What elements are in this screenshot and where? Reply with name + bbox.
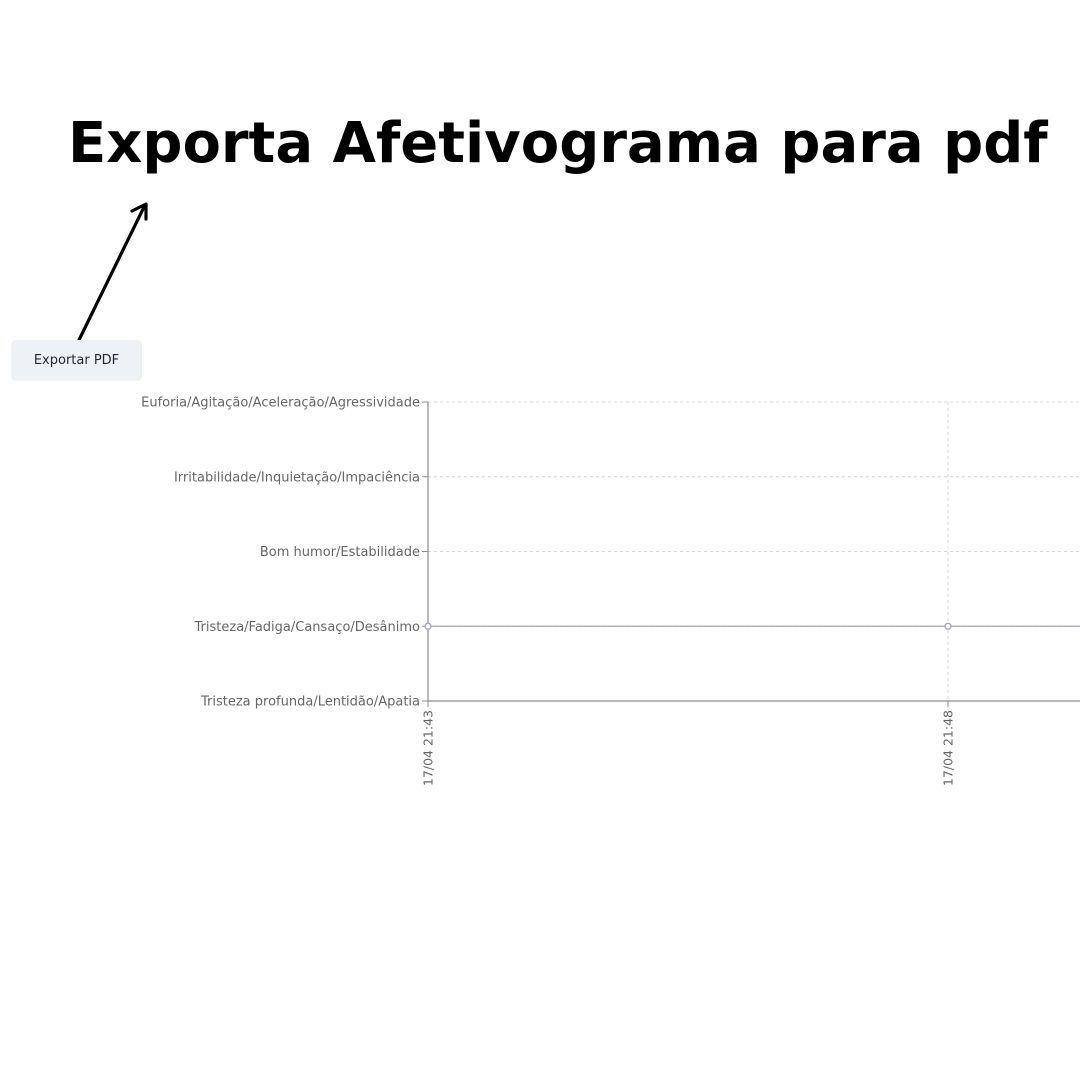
y-tick-label: Irritabilidade/Inquietação/Impaciência [174, 470, 420, 485]
x-tick-label: 17/04 21:48 [941, 710, 956, 786]
arrow-up-right-icon [77, 202, 148, 342]
y-tick-label: Tristeza profunda/Lentidão/Apatia [200, 695, 420, 710]
series-point [424, 622, 432, 630]
series-point [944, 622, 952, 630]
export-pdf-button[interactable]: Exportar PDF [11, 340, 142, 381]
chart-series [424, 622, 1080, 630]
y-tick-label: Euforia/Agitação/Aceleração/Agressividad… [141, 396, 420, 411]
chart-grid [427, 401, 1080, 702]
x-tick-label: 17/04 21:43 [421, 710, 436, 786]
y-tick-label: Bom humor/Estabilidade [260, 545, 420, 560]
page-headline: Exporta Afetivograma para pdf [68, 111, 1048, 176]
chart-axes [422, 401, 1080, 707]
chart-tick-labels: Tristeza profunda/Lentidão/Apatia Tristez… [141, 396, 955, 787]
y-tick-label: Tristeza/Fadiga/Cansaço/Desânimo [194, 620, 421, 635]
